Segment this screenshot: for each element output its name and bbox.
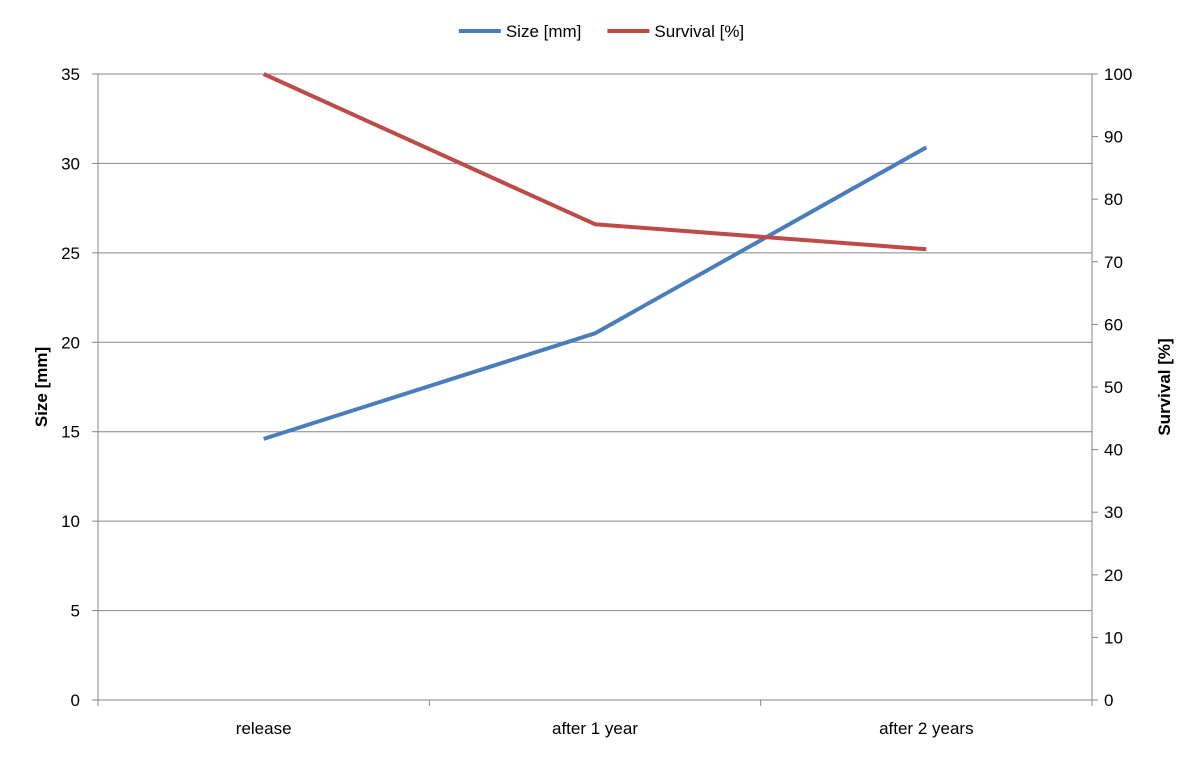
y-left-tick-label: 15 (61, 423, 80, 442)
y-right-tick-label: 20 (1104, 566, 1123, 585)
tick-labels: 0 5 10 15 20 25 30 35 0 10 20 30 40 50 60 70 80 90 100 rele… (61, 65, 1132, 738)
series-line (263, 145, 928, 441)
y-right-tick-label: 30 (1104, 503, 1123, 522)
y-left-tick-label: 30 (61, 154, 80, 173)
y-axis-right-title: Survival [%] (1155, 338, 1174, 435)
y-axis-left-title: Size [mm] (32, 347, 51, 427)
axes (92, 73, 1098, 706)
y-right-tick-label: 50 (1104, 378, 1123, 397)
y-left-tick-label: 20 (61, 333, 80, 352)
y-left-tick-label: 10 (61, 512, 80, 531)
series-lines (262, 72, 928, 441)
series-line (262, 72, 927, 252)
y-left-tick-label: 35 (61, 65, 80, 84)
y-left-tick-label: 0 (71, 691, 80, 710)
gridlines (98, 73, 1092, 612)
y-right-tick-label: 10 (1104, 628, 1123, 647)
y-right-tick-label: 80 (1104, 190, 1123, 209)
y-left-tick-label: 5 (71, 602, 80, 621)
legend: Size [mm] Survival [%] (458, 22, 744, 41)
x-tick-label: release (236, 719, 292, 738)
y-left-tick-label: 25 (61, 244, 80, 263)
x-tick-label: after 2 years (879, 719, 974, 738)
y-right-tick-label: 40 (1104, 441, 1123, 460)
y-right-tick-label: 0 (1104, 691, 1113, 710)
y-right-tick-label: 90 (1104, 128, 1123, 147)
legend-label: Survival [%] (654, 22, 744, 41)
y-right-tick-label: 100 (1104, 65, 1132, 84)
legend-label: Size [mm] (506, 22, 582, 41)
x-tick-label: after 1 year (552, 719, 638, 738)
y-right-tick-label: 60 (1104, 315, 1123, 334)
y-right-tick-label: 70 (1104, 253, 1123, 272)
